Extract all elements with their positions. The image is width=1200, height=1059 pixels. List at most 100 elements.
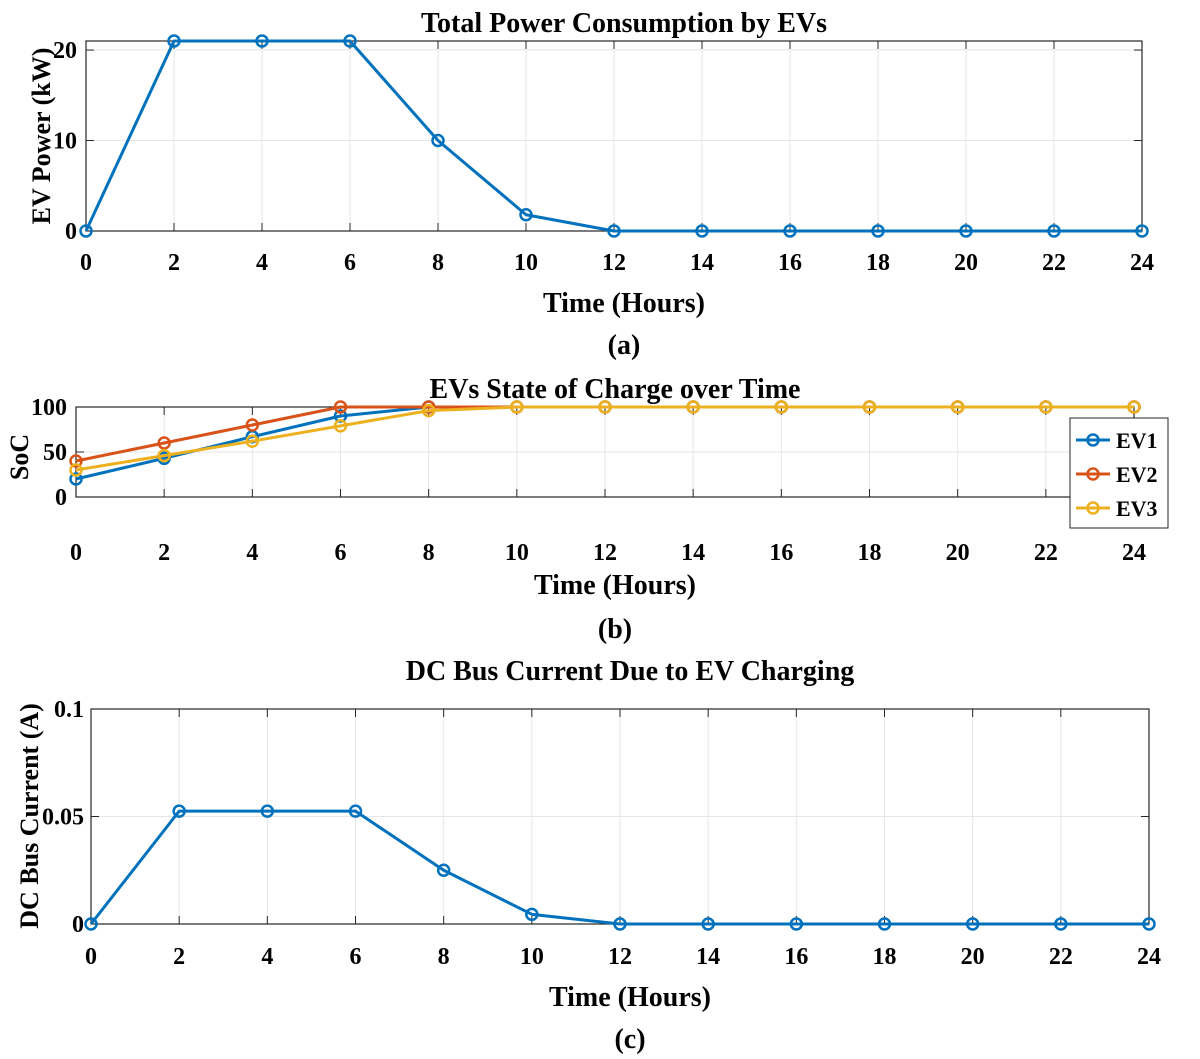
x-tick-label: 2 [173, 944, 185, 970]
data-point [245, 434, 260, 448]
data-point [343, 34, 357, 48]
data-point [421, 403, 436, 418]
x-tick-label: 6 [350, 944, 362, 970]
data-point [157, 448, 171, 463]
data-point [783, 224, 797, 238]
legend-label: EV2 [1116, 462, 1158, 487]
series-line-s0 [84, 39, 1142, 233]
y-tick-label: 0 [72, 912, 84, 938]
x-tick-label: 2 [168, 250, 180, 276]
legend-swatch-marker [1086, 433, 1100, 447]
x-tick-label: 18 [866, 250, 890, 276]
y-tick-label: 0 [55, 485, 67, 511]
x-tick-label: 24 [1122, 540, 1146, 566]
x-tick-label: 6 [335, 540, 347, 566]
x-tick-label: 18 [873, 944, 897, 970]
panel-caption: (c) [614, 1024, 645, 1055]
x-tick-label: 4 [261, 944, 273, 970]
data-point [789, 917, 804, 931]
x-tick-label: 14 [681, 540, 705, 566]
x-tick-label: 0 [70, 540, 82, 566]
data-point [79, 224, 93, 238]
x-tick-label: 10 [520, 944, 544, 970]
data-point [519, 207, 533, 222]
data-point [607, 224, 621, 238]
data-point [1127, 400, 1141, 414]
data-point [167, 34, 181, 48]
chart-title: DC Bus Current Due to EV Charging [406, 656, 855, 687]
data-point [333, 400, 348, 414]
x-tick-label: 20 [961, 944, 985, 970]
x-axis-label: Time (Hours) [534, 570, 696, 601]
data-point [862, 400, 877, 414]
data-point [436, 863, 451, 877]
data-point [157, 436, 171, 450]
chart-title: Total Power Consumption by EVs [421, 8, 827, 39]
data-point [525, 907, 539, 922]
data-point [172, 804, 186, 818]
data-point [965, 917, 980, 931]
x-tick-label: 0 [85, 944, 97, 970]
x-tick-label: 20 [946, 540, 970, 566]
x-tick-label: 12 [593, 540, 617, 566]
data-point [701, 917, 715, 931]
x-axis-label: Time (Hours) [543, 288, 705, 319]
x-tick-label: 24 [1130, 250, 1154, 276]
x-tick-label: 8 [438, 944, 450, 970]
x-tick-label: 12 [602, 250, 626, 276]
data-point [260, 804, 275, 818]
x-tick-label: 22 [1034, 540, 1058, 566]
data-point [431, 133, 445, 148]
data-point [598, 400, 612, 414]
x-tick-label: 22 [1049, 944, 1073, 970]
data-point [1135, 224, 1149, 238]
data-point [695, 224, 709, 238]
x-tick-label: 24 [1137, 944, 1161, 970]
y-tick-label: 0 [65, 219, 77, 245]
data-point [1054, 917, 1068, 931]
legend-swatch-marker [1086, 467, 1100, 481]
x-tick-label: 8 [432, 250, 444, 276]
series-line-ev3 [75, 405, 1134, 472]
x-tick-label: 6 [344, 250, 356, 276]
data-point [686, 400, 700, 414]
x-tick-label: 8 [423, 540, 435, 566]
data-point [245, 418, 260, 432]
series-line-s0 [89, 809, 1149, 926]
x-tick-label: 14 [690, 250, 714, 276]
y-tick-label: 0.1 [54, 697, 84, 723]
y-tick-label: 100 [31, 395, 67, 421]
x-tick-label: 12 [608, 944, 632, 970]
x-tick-label: 4 [246, 540, 258, 566]
y-axis-label: EV Power (kW) [27, 48, 56, 225]
x-tick-label: 0 [80, 250, 92, 276]
x-tick-label: 4 [256, 250, 268, 276]
data-point [255, 34, 269, 48]
y-tick-label: 10 [53, 129, 77, 155]
legend-label: EV1 [1116, 428, 1158, 453]
data-point [69, 472, 83, 486]
x-tick-label: 10 [505, 540, 529, 566]
data-point [1039, 400, 1053, 414]
chart-title: EVs State of Charge over Time [430, 374, 801, 405]
x-tick-label: 2 [158, 540, 170, 566]
y-axis-label: DC Bus Current (A) [15, 703, 44, 929]
x-tick-label: 16 [769, 540, 793, 566]
x-tick-label: 14 [696, 944, 720, 970]
y-tick-label: 20 [53, 38, 77, 64]
x-tick-label: 10 [514, 250, 538, 276]
data-point [1142, 917, 1156, 931]
legend-box [1069, 417, 1169, 529]
data-point [877, 917, 892, 931]
data-point [69, 463, 83, 477]
legend-label: EV3 [1116, 496, 1158, 521]
legend: EV1 EV2 EV3 [1069, 417, 1169, 529]
data-point [959, 224, 973, 238]
data-point [1047, 224, 1061, 238]
y-tick-label: 0.05 [42, 805, 84, 831]
x-tick-label: 18 [858, 540, 882, 566]
data-point [774, 400, 789, 414]
data-point [613, 917, 627, 931]
